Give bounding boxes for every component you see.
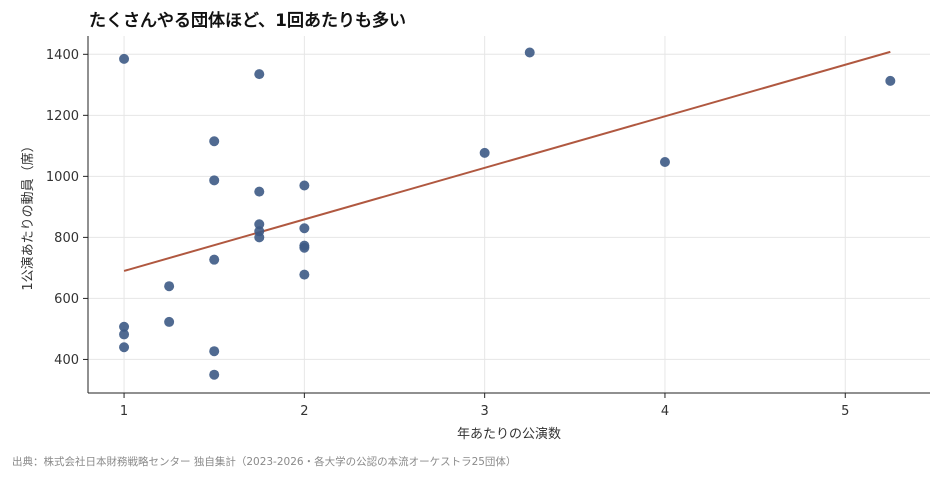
data-point — [254, 232, 265, 243]
data-point — [209, 175, 220, 186]
data-point — [299, 269, 310, 280]
data-point — [164, 316, 175, 327]
y-tick-label: 600 — [54, 292, 79, 307]
data-point — [209, 346, 220, 357]
data-point — [524, 47, 535, 58]
grid — [88, 36, 930, 393]
y-tick-label: 1200 — [46, 109, 79, 124]
data-point — [299, 223, 310, 234]
x-tick-label: 1 — [120, 404, 128, 419]
data-point — [209, 369, 220, 380]
y-tick-label: 400 — [54, 353, 79, 368]
ticks: 1 2 3 4 5 400 600 800 1000 1200 1400 — [46, 48, 849, 419]
data-point — [119, 53, 130, 64]
data-point — [209, 254, 220, 265]
x-tick-label: 3 — [481, 404, 489, 419]
data-point — [479, 147, 490, 158]
data-point — [119, 342, 130, 353]
data-point — [299, 242, 310, 253]
y-tick-label: 1000 — [46, 170, 79, 185]
y-tick-label: 800 — [54, 231, 79, 246]
data-point — [299, 180, 310, 191]
data-point — [254, 186, 265, 197]
data-point — [254, 219, 265, 230]
data-point — [885, 75, 896, 86]
data-point — [119, 329, 130, 340]
chart-title: たくさんやる団体ほど、1回あたりも多い — [89, 10, 406, 31]
x-axis-label: 年あたりの公演数 — [457, 426, 561, 442]
x-tick-label: 5 — [841, 404, 849, 419]
trendline-layer — [123, 50, 891, 272]
y-tick-label: 1400 — [46, 48, 79, 63]
data-point — [254, 69, 265, 80]
data-point — [209, 136, 220, 147]
x-tick-label: 2 — [300, 404, 308, 419]
data-point — [119, 321, 130, 332]
source-note: 出典：株式会社日本財務戦略センター 独自集計（2023-2026・各大学の公認の… — [12, 455, 516, 468]
data-point — [659, 157, 670, 168]
points-layer — [119, 47, 896, 380]
x-tick-label: 4 — [661, 404, 669, 419]
trendline — [123, 50, 891, 272]
y-axis-label: 1公演あたりの動員（席） — [20, 139, 36, 290]
data-point — [164, 281, 175, 292]
